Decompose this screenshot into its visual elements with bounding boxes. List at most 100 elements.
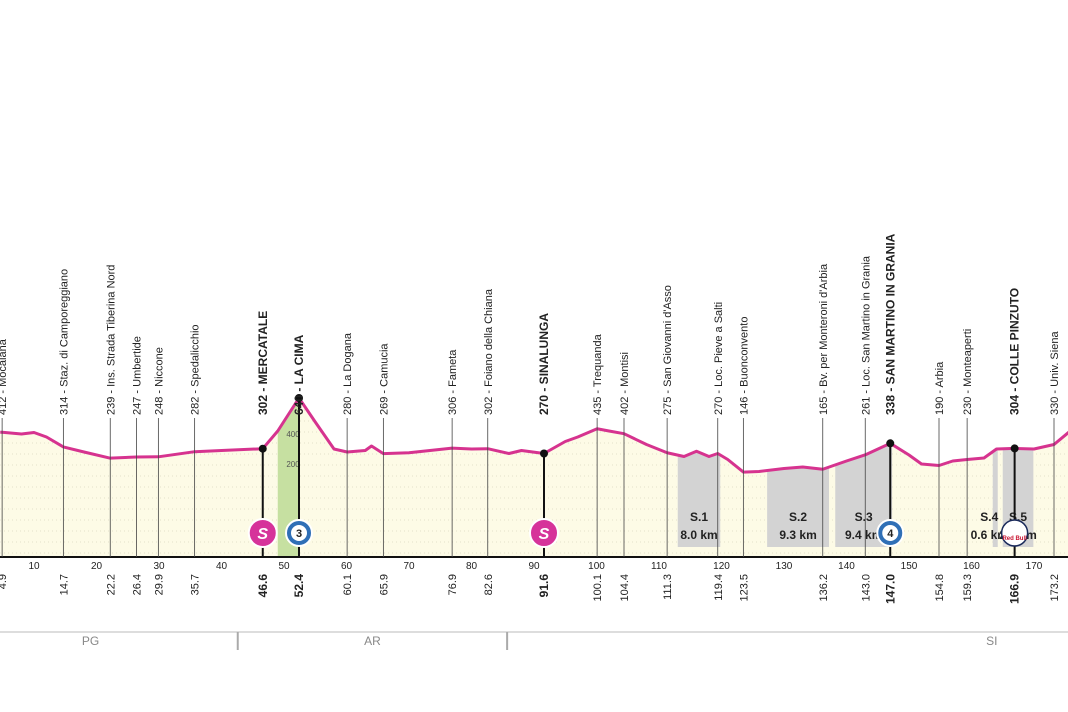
waypoint-km: 100.1 (592, 574, 604, 602)
x-tick-label: 60 (341, 561, 353, 572)
waypoint-dot (1010, 444, 1019, 453)
x-tick-label: 90 (528, 561, 540, 572)
waypoint-label: 330 - Univ. Siena (1049, 331, 1061, 415)
waypoint-label: 314 - Staz. di Camporeggiano (58, 269, 70, 415)
waypoint-km: 159.3 (962, 574, 974, 602)
sector-length: 9.4 km (845, 528, 882, 542)
waypoint-km: 91.6 (537, 574, 551, 598)
sprint-label: S (257, 526, 268, 543)
x-tick-label: 160 (963, 561, 980, 572)
waypoint-label: 261 - Loc. San Martino in Grania (860, 255, 872, 415)
x-tick-label: 170 (1026, 561, 1043, 572)
sector-length: 9.3 km (779, 528, 816, 542)
waypoint-label: 270 - SINALUNGA (537, 313, 551, 415)
waypoint-label: 275 - San Giovanni d'Asso (662, 285, 674, 415)
waypoint-label: 146 - Buonconvento (738, 317, 750, 415)
waypoint-dot (295, 394, 303, 402)
sector-name: S.1 (690, 510, 708, 524)
kom-label: 3 (296, 528, 302, 540)
profile-line (0, 396, 1068, 474)
waypoint-label: 302 - Foiano della Chiana (483, 288, 495, 415)
waypoint-label: 190 - Arbia (934, 361, 946, 415)
waypoint-label: 270 - Loc. Pieve a Salti (713, 302, 725, 415)
region-label: AR (364, 634, 381, 648)
waypoint-km: 82.6 (483, 574, 495, 595)
x-tick-label: 50 (278, 561, 290, 572)
region-label: SI (986, 634, 997, 648)
waypoint-km: 119.4 (713, 574, 725, 601)
waypoint-km: 104.4 (619, 574, 631, 602)
y-tick-label: 200 (286, 460, 300, 469)
waypoint-dot (540, 449, 548, 458)
profile-layer: 200 400 S.1 8.0 km S.2 9.3 km S.3 9.4 km S.4 0.6 … (0, 233, 1068, 650)
waypoint-km: 26.4 (132, 574, 144, 595)
waypoint-km: 154.8 (934, 574, 946, 602)
waypoint-label: 435 - Trequanda (592, 333, 604, 415)
waypoint-km: 60.1 (342, 574, 354, 595)
x-tick-label: 40 (216, 561, 228, 572)
waypoint-dot (886, 439, 895, 448)
x-tick-label: 130 (776, 561, 793, 572)
x-tick-label: 20 (91, 561, 103, 572)
x-tick-label: 30 (153, 561, 165, 572)
x-tick-label: 10 (28, 561, 40, 572)
waypoint-km: 111.3 (662, 574, 674, 600)
waypoint-label: 247 - Umbertide (132, 336, 144, 415)
waypoint-km: 4.9 (0, 574, 9, 589)
waypoint-label: 280 - La Dogana (342, 332, 354, 415)
waypoint-label: 302 - MERCATALE (256, 311, 270, 415)
waypoint-dot (258, 444, 267, 453)
waypoint-km: 29.9 (153, 574, 165, 595)
x-tick-label: 100 (588, 561, 605, 572)
waypoint-km: 147.0 (883, 574, 897, 604)
waypoint-label: 282 - Spedalicchio (190, 324, 202, 415)
x-tick-label: 110 (651, 561, 667, 572)
waypoint-label: 338 - SAN MARTINO IN GRANIA (883, 233, 897, 415)
x-tick-label: 140 (838, 561, 855, 572)
waypoint-km: 136.2 (818, 574, 830, 602)
x-tick-label: 70 (403, 561, 415, 572)
waypoint-km: 65.9 (378, 574, 390, 595)
waypoint-label: 412 - Mocaiana (0, 338, 9, 415)
x-tick-label: 120 (713, 561, 730, 572)
waypoint-label: 230 - Monteaperti (962, 329, 974, 415)
sprint-marker (529, 518, 559, 548)
waypoint-km: 22.2 (105, 574, 117, 595)
bonus-marker (1000, 519, 1029, 547)
waypoint-label: 402 - Montisi (619, 352, 631, 415)
region-label: PG (82, 634, 99, 648)
kom-inner (882, 525, 899, 541)
waypoint-km: 143.0 (860, 574, 872, 602)
kom-label: 4 (887, 528, 894, 540)
waypoint-label: 304 - COLLE PINZUTO (1008, 288, 1022, 415)
waypoint-km: 35.7 (190, 574, 202, 595)
waypoint-label: 248 - Niccone (153, 347, 165, 415)
sprint-label: S (539, 526, 550, 543)
waypoint-km: 52.4 (292, 574, 306, 598)
waypoint-label: 640 - LA CIMA (292, 334, 306, 415)
y-tick-label: 400 (286, 430, 300, 439)
waypoint-km: 166.9 (1008, 574, 1022, 604)
sector (992, 398, 998, 547)
climb-area (277, 398, 299, 557)
waypoint-label: 165 - Bv. per Monteroni d'Arbia (818, 263, 830, 415)
kom-inner (291, 525, 307, 541)
x-tick-label: 80 (466, 561, 478, 572)
sprint-marker (247, 518, 278, 548)
waypoint-km: 46.6 (256, 574, 270, 598)
waypoint-km: 123.5 (738, 574, 750, 602)
sector-length: 0.6 km (971, 528, 1008, 542)
sector-name: S.2 (789, 510, 807, 524)
sector-name: S.4 (980, 510, 998, 524)
waypoint-km: 14.7 (58, 574, 70, 595)
waypoint-km: 76.9 (447, 574, 459, 595)
sector-name: S.3 (855, 510, 873, 524)
sector-length: 8.0 km (680, 528, 717, 542)
waypoint-label: 306 - Fameta (447, 349, 459, 415)
waypoint-km: 173.2 (1049, 574, 1061, 602)
waypoint-label: 239 - Ins. Strada Tiberina Nord (105, 265, 117, 415)
x-tick-label: 150 (901, 561, 918, 572)
bonus-label: Red Bull (1002, 536, 1027, 542)
waypoint-label: 269 - Camucia (378, 343, 390, 415)
